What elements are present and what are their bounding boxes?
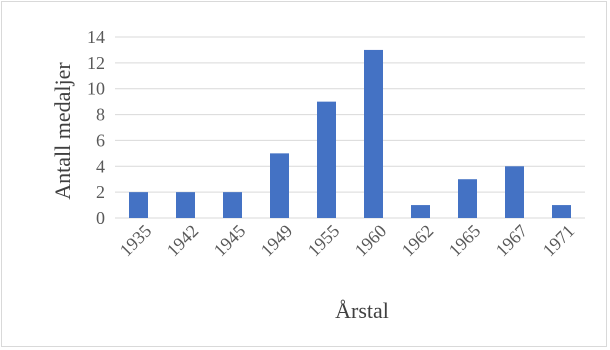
y-axis-title: Antall medaljer [50,62,75,200]
y-tick-label: 2 [96,182,105,202]
x-tick-label: 1955 [304,221,344,261]
bars [129,49,571,218]
x-tick-label: 1935 [116,221,156,261]
bar-1955 [317,101,336,218]
x-axis-title: Årstal [335,298,389,323]
y-tick-labels: 0 2 4 6 8 10 12 14 [87,27,105,228]
x-tick-label: 1949 [257,221,297,261]
x-tick-labels: 1935 1942 1945 1949 1955 1960 1962 1965 1967 1971 [116,221,579,261]
bar-1967 [505,166,524,218]
bar-1945 [223,192,242,218]
y-tick-label: 0 [96,208,105,228]
y-tick-label: 4 [96,156,105,176]
bar-1949 [270,153,289,218]
bar-1965 [458,179,477,218]
x-tick-label: 1945 [210,221,250,261]
y-tick-label: 12 [87,53,105,73]
bar-1960 [364,49,383,218]
x-tick-label: 1960 [351,221,391,261]
bar-1971 [552,205,571,218]
y-tick-label: 10 [87,79,105,99]
y-tick-label: 6 [96,130,105,150]
y-tick-label: 8 [96,105,105,125]
x-tick-label: 1962 [398,221,438,261]
y-tick-label: 14 [87,27,105,47]
x-tick-label: 1942 [163,221,203,261]
bar-1935 [129,192,148,218]
bar-1962 [411,205,430,218]
bar-1942 [176,192,195,218]
x-tick-label: 1971 [539,221,579,261]
x-tick-label: 1967 [492,221,532,261]
x-tick-label: 1965 [445,221,485,261]
